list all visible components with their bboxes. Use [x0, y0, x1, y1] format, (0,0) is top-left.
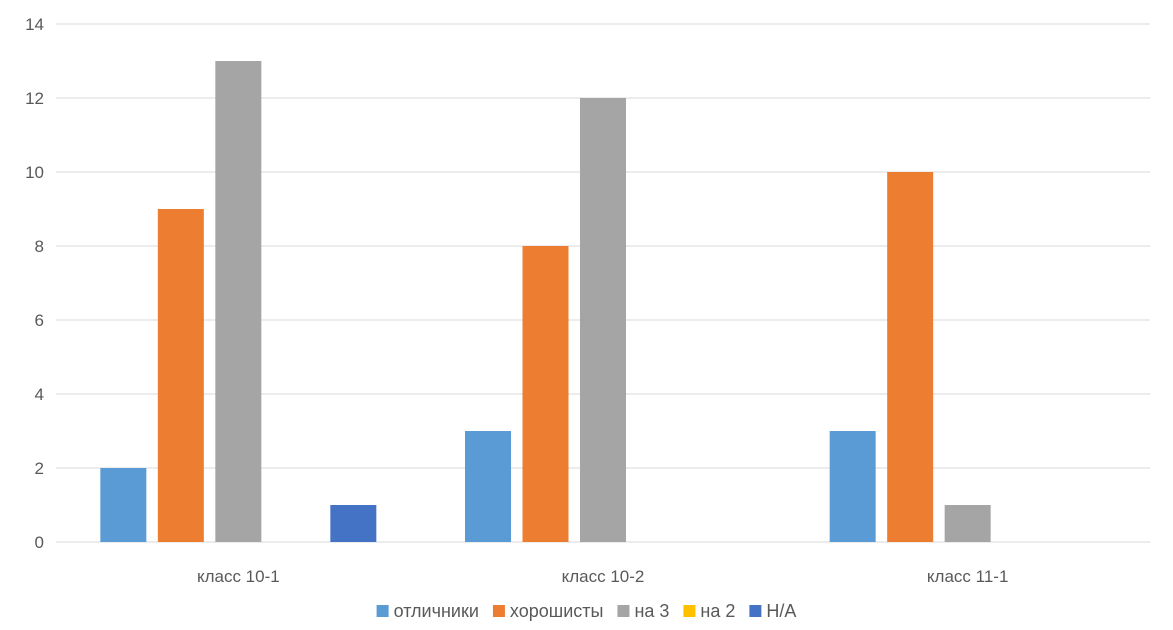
y-tick-label: 8 — [35, 237, 44, 256]
legend-label: хорошисты — [510, 601, 604, 621]
bar-2-1 — [157, 209, 204, 542]
y-axis-ticks: 0 2 4 6 8 10 12 14 — [25, 15, 44, 552]
legend-item: хорошисты — [492, 601, 604, 621]
legend-label: Н/А — [766, 601, 796, 621]
y-tick-label: 12 — [25, 89, 44, 108]
legend-swatch — [492, 605, 505, 617]
bar-2-3 — [887, 172, 934, 542]
legend-item: Н/А — [749, 601, 796, 621]
x-tick-label: класс 10-2 — [562, 567, 645, 586]
bar-5-1 — [330, 505, 377, 542]
y-tick-label: 6 — [35, 311, 44, 330]
legend-item: на 3 — [617, 601, 669, 621]
bar-1-1 — [100, 468, 147, 542]
bar-3-1 — [215, 61, 262, 542]
legend-label: на 3 — [634, 601, 669, 621]
bar-3-3 — [944, 505, 991, 542]
x-tick-label: класс 10-1 — [197, 567, 280, 586]
legend-swatch — [683, 605, 696, 617]
x-axis-ticks: класс 10-1 класс 10-2 класс 11-1 — [197, 567, 1008, 586]
bars — [100, 61, 991, 542]
bar-1-3 — [829, 431, 876, 542]
legend-swatch — [617, 605, 630, 617]
y-tick-label: 0 — [35, 533, 44, 552]
legend-swatch — [376, 605, 389, 617]
bar-2-2 — [522, 246, 569, 542]
y-tick-label: 2 — [35, 459, 44, 478]
legend-item: на 2 — [683, 601, 735, 621]
legend-label: отличники — [394, 601, 479, 621]
bar-1-2 — [465, 431, 511, 542]
y-tick-label: 10 — [25, 163, 44, 182]
legend-swatch — [749, 605, 762, 617]
bar-3-2 — [580, 98, 626, 542]
y-tick-label: 4 — [35, 385, 44, 404]
legend-item: отличники — [376, 601, 479, 621]
y-tick-label: 14 — [25, 15, 44, 34]
x-tick-label: класс 11-1 — [927, 567, 1009, 586]
legend-label: на 2 — [700, 601, 735, 621]
legend: отличники хорошисты на 3 на 2 Н/А — [376, 601, 796, 621]
